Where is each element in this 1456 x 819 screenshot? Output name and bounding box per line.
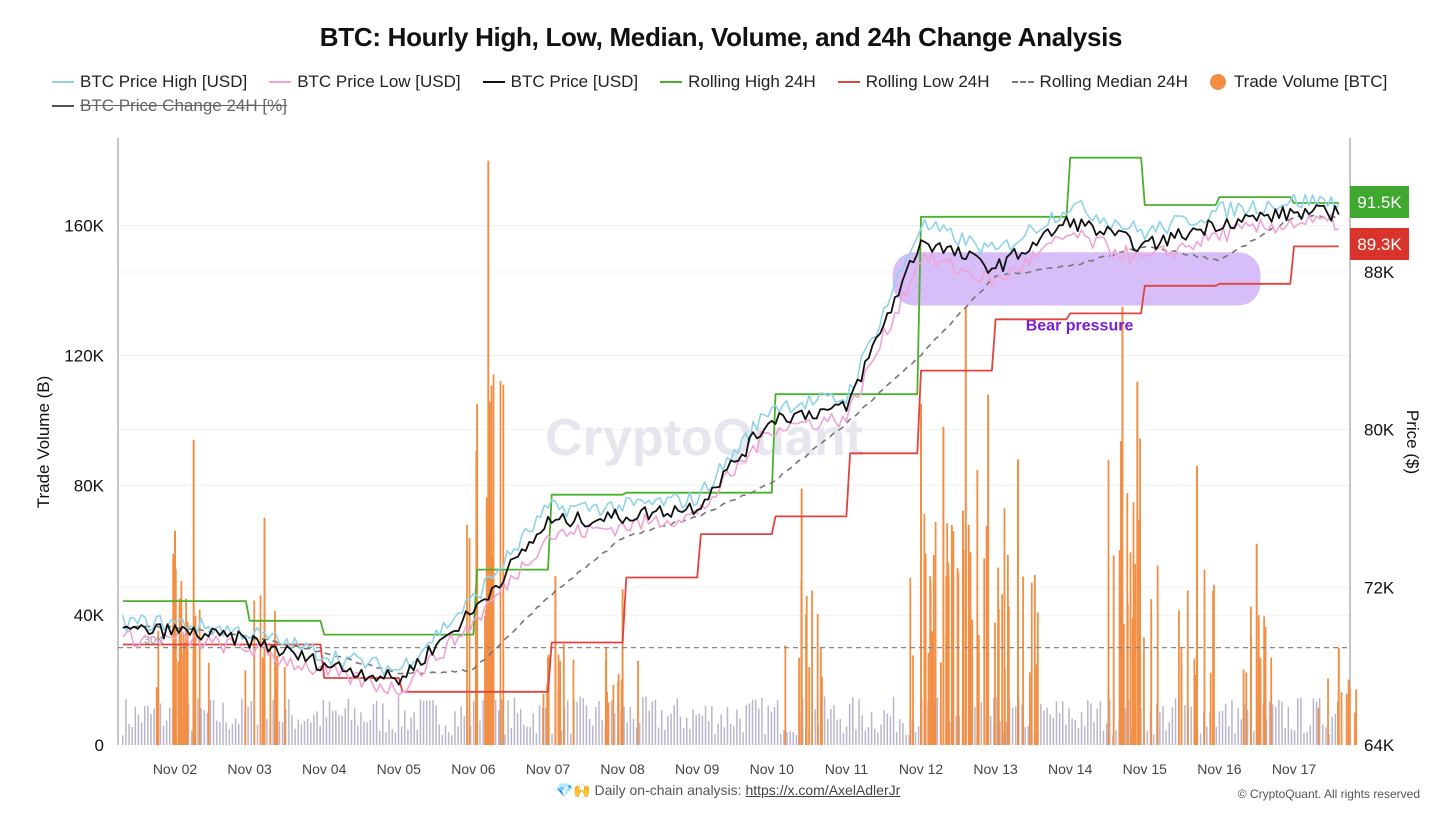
left-tick-label: 80K <box>74 476 105 495</box>
x-tick-label: Nov 09 <box>675 761 720 777</box>
x-tick-label: Nov 12 <box>899 761 944 777</box>
legend-item-rolling-median[interactable]: Rolling Median 24H <box>1011 72 1188 92</box>
chart-title: BTC: Hourly High, Low, Median, Volume, a… <box>319 22 1123 52</box>
legend: BTC Price High [USD] BTC Price Low [USD]… <box>52 70 1442 118</box>
x-tick-label: Nov 15 <box>1123 761 1168 777</box>
legend-item-rolling-low[interactable]: Rolling Low 24H <box>837 72 990 92</box>
left-tick-label: 160K <box>64 217 104 236</box>
copyright: © CryptoQuant. All rights reserved <box>1237 787 1420 801</box>
left-tick-label: 0 <box>95 736 104 755</box>
x-tick-label: Nov 08 <box>600 761 645 777</box>
diamond-hands-icon: 💎🙌 <box>555 782 591 798</box>
series-line-rolling-median-24h <box>122 214 1340 675</box>
price-badge-label: 89.3K <box>1357 235 1402 254</box>
right-tick-label: 64K <box>1364 736 1395 755</box>
legend-row-2: BTC Price Change 24H [%] <box>52 94 1442 118</box>
price-badge <box>1350 228 1409 260</box>
x-tick-label: Nov 06 <box>451 761 496 777</box>
x-tick-label: Nov 04 <box>302 761 347 777</box>
x-tick-label: Nov 13 <box>973 761 1018 777</box>
x-tick-label: Nov 11 <box>825 761 869 777</box>
legend-item-rolling-high[interactable]: Rolling High 24H <box>660 72 816 92</box>
series-line-btc-price-usd <box>122 204 1340 686</box>
left-axis-title: Trade Volume (B) <box>34 376 53 509</box>
left-tick-label: 120K <box>64 346 104 365</box>
legend-item-price-high[interactable]: BTC Price High [USD] <box>52 72 247 92</box>
x-tick-label: Nov 02 <box>153 761 198 777</box>
legend-item-price[interactable]: BTC Price [USD] <box>482 72 638 92</box>
legend-item-price-low[interactable]: BTC Price Low [USD] <box>269 72 461 92</box>
series-line-btc-price-low-usd <box>122 213 1339 696</box>
bear-pressure-label: Bear pressure <box>1026 318 1134 335</box>
x-tick-label: Nov 16 <box>1197 761 1242 777</box>
x-tick-label: Nov 17 <box>1272 761 1317 777</box>
x-tick-label: Nov 14 <box>1048 761 1093 777</box>
footer-text: Daily on-chain analysis: <box>594 782 742 798</box>
legend-item-price-change[interactable]: BTC Price Change 24H [%] <box>52 96 287 116</box>
series-line-rolling-low-24h <box>122 245 1339 693</box>
watermark: CryptoQuant <box>545 409 863 467</box>
price-badge-label: 91.5K <box>1357 193 1402 212</box>
footer-link[interactable]: https://x.com/AxelAdlerJr <box>745 782 901 798</box>
right-tick-label: 80K <box>1364 421 1395 440</box>
footer: 💎🙌 Daily on-chain analysis: https://x.co… <box>0 782 1456 799</box>
x-tick-label: Nov 03 <box>227 761 272 777</box>
x-tick-label: Nov 07 <box>526 761 571 777</box>
series-line-rolling-high-24h <box>122 156 1339 636</box>
x-tick-label: Nov 10 <box>750 761 795 777</box>
price-badge <box>1350 186 1409 218</box>
x-tick-label: Nov 05 <box>377 761 422 777</box>
right-axis-title: Price ($) <box>1403 410 1422 474</box>
legend-item-trade-volume[interactable]: Trade Volume [BTC] <box>1209 72 1387 92</box>
legend-row-1: BTC Price High [USD] BTC Price Low [USD]… <box>52 70 1442 94</box>
right-tick-label: 72K <box>1364 578 1395 597</box>
right-tick-label: 88K <box>1364 263 1395 282</box>
left-tick-label: 40K <box>74 606 105 625</box>
